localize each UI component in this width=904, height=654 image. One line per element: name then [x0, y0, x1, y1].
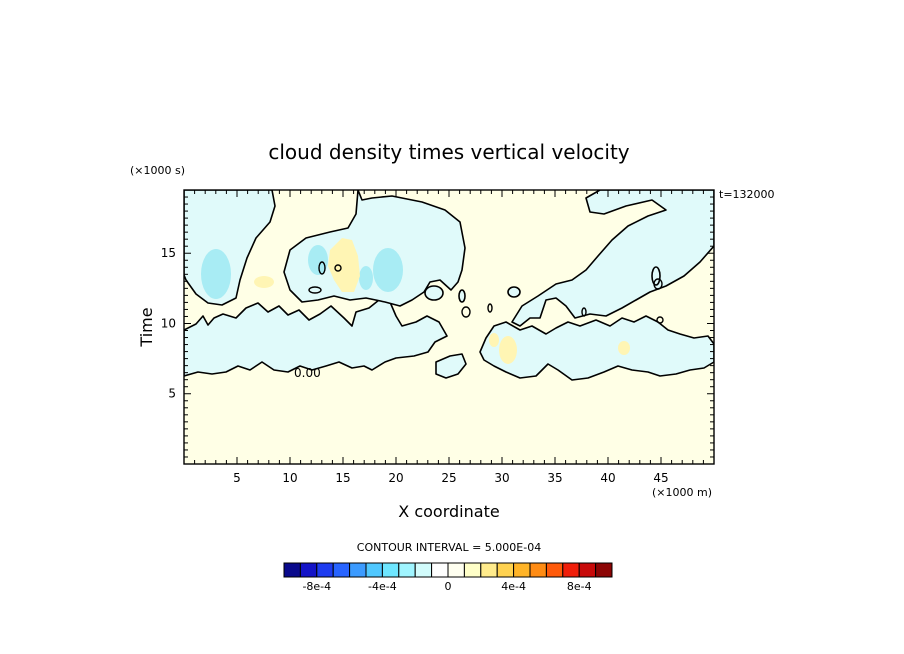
x-tick-label: 15: [335, 471, 350, 485]
colorbar-swatch: [414, 562, 433, 578]
colorbar-swatch: [480, 562, 498, 578]
colorbar-swatch: [299, 562, 318, 578]
negative-region: [458, 289, 466, 303]
x-tick-label: 45: [653, 471, 668, 485]
colorbar-swatch: [447, 562, 465, 578]
contour-field: 0.00: [184, 190, 714, 464]
contour-line: [581, 307, 587, 317]
positive-region: [254, 276, 274, 288]
colorbar-swatch: [463, 562, 482, 578]
colorbar-label: 4e-4: [501, 580, 526, 593]
colorbar-label: 0: [445, 580, 452, 593]
y-tick-label: 15: [161, 246, 176, 260]
contour-interval-text: CONTOUR INTERVAL = 5.000E-04: [357, 541, 541, 554]
zero-contour-label: 0.00: [294, 366, 321, 380]
colorbar-swatch: [529, 562, 547, 578]
contour-line: [308, 286, 322, 294]
x-tick-label: 35: [547, 471, 562, 485]
chart-title: cloud density times vertical velocity: [268, 140, 629, 164]
contour-line: [318, 261, 326, 275]
colorbar-swatch: [381, 562, 400, 578]
contour-line: [487, 303, 493, 313]
colorbar-swatch: [545, 562, 564, 578]
y-tick-label: 10: [161, 316, 176, 330]
colorbar-label: -8e-4: [302, 580, 331, 593]
y-scale-label: (×1000 s): [130, 164, 185, 177]
colorbar-swatch: [316, 562, 334, 578]
x-tick-label: 20: [388, 471, 403, 485]
x-axis: 5 10 15 20 25 30 35 40 45: [194, 190, 704, 485]
negative-core: [373, 248, 403, 292]
negative-region: [435, 353, 467, 379]
colorbar-labels: -8e-4 -4e-4 0 4e-4 8e-4: [302, 580, 591, 593]
x-axis-label: X coordinate: [398, 502, 499, 521]
colorbar-swatch: [431, 562, 449, 578]
x-tick-label: 5: [233, 471, 241, 485]
colorbar-label: 8e-4: [567, 580, 592, 593]
x-tick-label: 10: [282, 471, 297, 485]
negative-core: [359, 266, 373, 290]
x-tick-label: 30: [494, 471, 509, 485]
contour-line: [656, 316, 664, 324]
y-tick-label: 5: [168, 387, 176, 401]
negative-region: [479, 315, 714, 381]
colorbar-label: -4e-4: [368, 580, 397, 593]
negative-region: [184, 299, 448, 377]
colorbar-swatch: [595, 562, 613, 578]
negative-region: [511, 190, 714, 327]
colorbar-swatch: [398, 562, 416, 578]
negative-region: [507, 286, 521, 298]
contour-line: [334, 264, 342, 272]
y-axis: 5 10 15: [161, 196, 714, 458]
colorbar-swatch: [332, 562, 351, 578]
negative-core: [201, 249, 231, 299]
x-tick-label: 40: [600, 471, 615, 485]
contour-line: [461, 306, 471, 318]
colorbar-swatch: [283, 562, 301, 578]
positive-region: [328, 238, 360, 292]
colorbar: [283, 562, 613, 578]
colorbar-swatch: [349, 562, 367, 578]
y-axis-label: Time: [137, 307, 156, 347]
x-scale-label: (×1000 m): [652, 486, 712, 499]
x-tick-label: 25: [441, 471, 456, 485]
colorbar-swatch: [365, 562, 383, 578]
colorbar-swatch: [562, 562, 580, 578]
positive-region: [499, 336, 517, 364]
colorbar-swatch: [578, 562, 597, 578]
contour-line: [653, 278, 663, 290]
positive-region: [618, 341, 630, 355]
time-stamp: t=132000: [719, 188, 775, 201]
negative-region: [651, 266, 661, 286]
negative-core: [308, 245, 328, 275]
colorbar-swatch: [513, 562, 531, 578]
colorbar-swatch: [496, 562, 515, 578]
negative-region: [283, 190, 466, 307]
positive-region: [489, 333, 499, 347]
negative-region: [424, 285, 444, 301]
